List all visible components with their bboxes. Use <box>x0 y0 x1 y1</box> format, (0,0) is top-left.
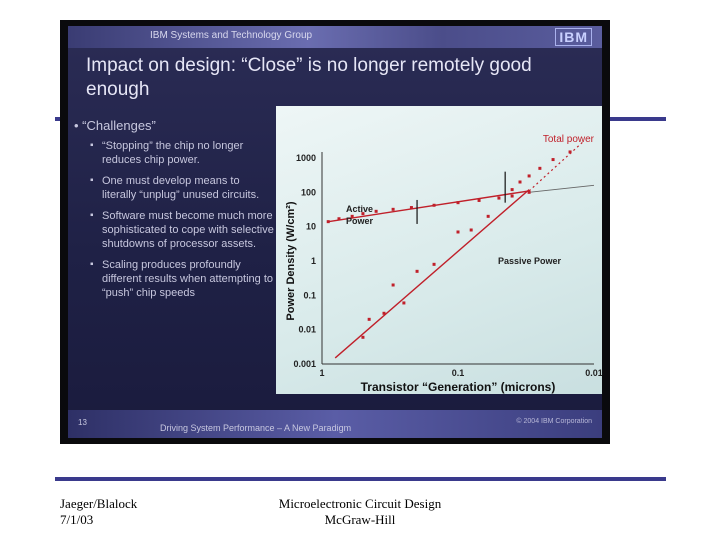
passive-power-point <box>382 311 386 315</box>
active-power-point <box>477 198 481 202</box>
slide-title: Impact on design: “Close” is no longer r… <box>86 55 532 100</box>
passive-trend-line <box>334 189 530 359</box>
chart-panel: 1000 100 10 1 0.1 0.01 0.001 1 0.1 0.01 Transistor… <box>276 106 602 394</box>
passive-power-label: Passive Power <box>498 256 562 266</box>
top-rule-right <box>606 117 666 121</box>
active-power-point <box>350 214 354 218</box>
slide-header-bar <box>68 26 602 48</box>
bullet-list: • “Challenges” ▪ “Stopping” the chip no l… <box>74 118 274 307</box>
active-power-point <box>374 209 378 213</box>
sub-bullet: ▪ Software must become much more sophisti… <box>90 210 274 250</box>
y-axis-label: Power Density (W/cm²) <box>285 201 297 321</box>
x-tick-label: 0.1 <box>452 368 465 378</box>
active-extension-line <box>529 184 595 193</box>
caption-publisher: McGraw-Hill <box>324 512 396 527</box>
passive-power-point <box>415 269 419 273</box>
main-bullet: • “Challenges” <box>74 118 156 133</box>
sub-bullet: ▪ “Stopping” the chip no longer reduces c… <box>90 140 244 166</box>
active-power-point <box>497 196 501 200</box>
active-power-point <box>326 220 330 224</box>
active-power-point <box>391 207 395 211</box>
total-trend-line <box>528 141 584 192</box>
active-power-point <box>510 194 514 198</box>
total-power-point <box>568 150 572 154</box>
sub-bullet-text: “Stopping” the chip no longer reduces ch… <box>102 140 244 166</box>
total-power-point <box>527 174 531 178</box>
active-trend-line <box>328 190 530 223</box>
passive-power-point <box>486 214 490 218</box>
total-power-label: Total power <box>543 134 595 145</box>
slide-footer-bar <box>68 410 602 438</box>
y-tick-label: 100 <box>301 187 316 197</box>
y-tick-label: 0.01 <box>298 325 316 335</box>
slide: IBM Systems and Technology Group IBM Imp… <box>68 26 602 438</box>
slide-page-number: 13 <box>78 418 87 427</box>
active-power-point <box>337 217 341 221</box>
sub-bullet-text: One must develop means to literally “unp… <box>102 175 260 201</box>
total-power-point <box>518 180 522 184</box>
passive-power-point <box>456 230 460 234</box>
sub-bullet-text: Software must become much more sophistic… <box>102 210 274 250</box>
main-bullet-text: “Challenges” <box>82 118 156 133</box>
bottom-rule <box>55 477 666 481</box>
active-power-label: Power <box>346 216 374 226</box>
caption-book: Microelectronic Circuit Design McGraw-Hi… <box>240 496 480 528</box>
sub-bullet-text: Scaling produces profoundly different re… <box>102 259 274 299</box>
passive-power-point <box>402 301 406 305</box>
total-power-point <box>538 166 542 170</box>
passive-power-point <box>391 283 395 287</box>
sub-bullet: ▪ Scaling produces profoundly different r… <box>90 259 274 299</box>
total-power-point <box>551 158 555 162</box>
active-power-point <box>432 203 436 207</box>
passive-power-point <box>432 262 436 266</box>
caption-author-name: Jaeger/Blalock <box>60 496 138 511</box>
x-tick-label: 1 <box>319 368 324 378</box>
active-power-label: Active <box>346 204 373 214</box>
y-tick-label: 10 <box>306 222 316 232</box>
slide-photo: IBM Systems and Technology Group IBM Imp… <box>60 20 610 444</box>
y-tick-label: 1000 <box>296 153 316 163</box>
x-tick-label: 0.01 <box>585 368 602 378</box>
caption-author: Jaeger/Blalock 7/1/03 <box>60 496 137 528</box>
passive-power-point <box>469 228 473 232</box>
caption-book-title: Microelectronic Circuit Design <box>278 496 442 511</box>
active-power-point <box>527 190 531 194</box>
total-power-point <box>510 188 514 192</box>
passive-power-point <box>367 317 371 321</box>
y-tick-label: 0.001 <box>293 359 316 369</box>
y-tick-label: 0.1 <box>303 290 316 300</box>
sub-bullet: ▪ One must develop means to literally “un… <box>90 175 260 201</box>
x-axis-label: Transistor “Generation” (microns) <box>361 380 556 394</box>
caption-date: 7/1/03 <box>60 512 94 527</box>
slide-copyright: © 2004 IBM Corporation <box>516 418 592 425</box>
active-power-point <box>456 201 460 205</box>
active-power-point <box>361 212 365 216</box>
y-tick-label: 1 <box>311 256 316 266</box>
active-power-point <box>409 206 413 210</box>
slide-group-name: IBM Systems and Technology Group <box>150 30 313 41</box>
slide-footer-text: Driving System Performance – A New Parad… <box>160 423 352 433</box>
passive-power-point <box>361 335 365 339</box>
ibm-logo: IBM <box>555 28 592 46</box>
